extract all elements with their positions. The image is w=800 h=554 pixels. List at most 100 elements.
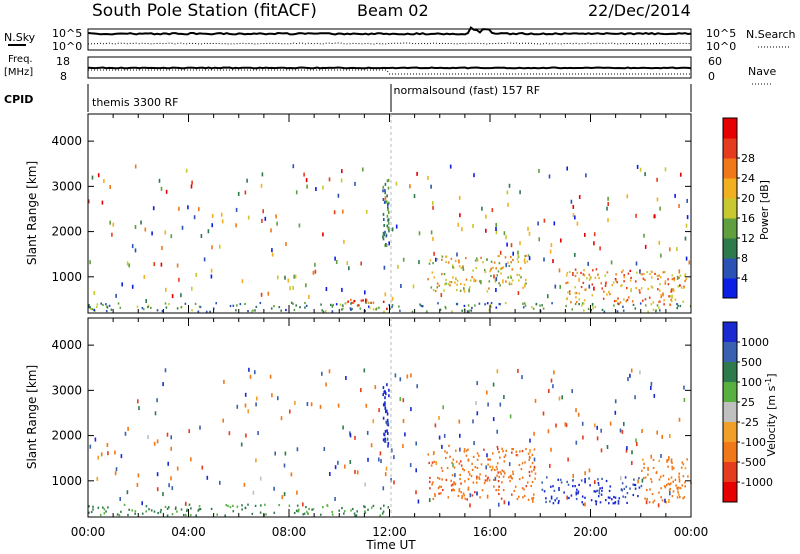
range-gate-mark — [552, 259, 554, 264]
colorbar-tick-label: -500 — [741, 456, 766, 469]
range-gate-mark — [651, 276, 653, 279]
range-gate-mark — [525, 254, 527, 257]
range-gate-mark — [306, 184, 308, 189]
range-gate-mark — [633, 483, 636, 486]
range-gate-mark — [188, 503, 191, 506]
range-gate-mark — [470, 309, 473, 312]
range-gate-mark — [673, 289, 675, 292]
range-gate-mark — [556, 497, 558, 500]
range-gate-mark — [176, 263, 179, 268]
range-gate-mark — [382, 486, 385, 491]
range-gate-mark — [254, 504, 257, 507]
range-gate-mark — [229, 506, 232, 509]
range-gate-mark — [97, 173, 100, 178]
range-gate-mark — [569, 292, 571, 296]
range-gate-mark — [659, 475, 662, 478]
range-gate-mark — [596, 436, 599, 441]
range-gate-mark — [171, 486, 174, 491]
range-gate-mark — [360, 261, 362, 266]
range-gate-mark — [143, 275, 146, 279]
range-gate-mark — [372, 419, 375, 424]
range-gate-mark — [456, 279, 459, 282]
range-gate-mark — [93, 308, 95, 311]
range-gate-mark — [662, 474, 665, 477]
range-gate-mark — [574, 252, 576, 257]
range-gate-mark — [295, 509, 298, 512]
range-gate-mark — [386, 307, 388, 310]
range-gate-mark — [601, 489, 603, 492]
range-gate-mark — [553, 370, 555, 375]
range-gate-mark — [188, 429, 190, 434]
range-gate-mark — [162, 382, 164, 387]
range-gate-mark — [103, 179, 105, 184]
range-gate-mark — [639, 370, 641, 375]
range-gate-mark — [495, 288, 497, 292]
range-gate-mark — [114, 471, 117, 476]
range-gate-mark — [441, 469, 444, 472]
range-gate-mark — [659, 283, 661, 286]
range-gate-mark — [228, 431, 231, 436]
range-gate-mark — [541, 488, 544, 491]
range-gate-mark — [584, 471, 586, 476]
y-tick-label: 1000 — [51, 474, 82, 488]
range-gate-mark — [660, 276, 662, 279]
range-gate-mark — [599, 246, 601, 251]
range-gate-mark — [559, 478, 562, 481]
range-gate-mark — [337, 460, 339, 465]
range-gate-mark — [643, 233, 645, 238]
time-axis-labels: 00:00 04:00 08:00 12:00 16:00 20:00 00:00 — [71, 525, 709, 539]
range-gate-mark — [502, 450, 504, 453]
range-gate-mark — [474, 466, 477, 469]
range-gate-mark — [662, 271, 665, 274]
range-gate-mark — [669, 434, 671, 438]
range-gate-mark — [438, 284, 441, 287]
range-gate-mark — [464, 497, 467, 500]
range-gate-mark — [450, 257, 453, 260]
range-gate-mark — [629, 487, 631, 490]
range-gate-mark — [109, 185, 111, 189]
range-gate-mark — [534, 472, 537, 475]
range-gate-mark — [631, 461, 633, 465]
range-gate-mark — [303, 512, 306, 515]
range-gate-mark — [606, 206, 608, 211]
range-gate-mark — [261, 218, 263, 223]
range-gate-mark — [502, 266, 505, 269]
range-gate-mark — [456, 283, 458, 286]
range-gate-mark — [549, 249, 552, 254]
range-gate-mark — [156, 439, 159, 444]
range-gate-mark — [671, 274, 674, 277]
range-gate-mark — [416, 171, 418, 176]
range-gate-mark — [236, 304, 238, 307]
range-gate-mark — [657, 277, 659, 281]
range-gate-mark — [182, 513, 185, 517]
range-gate-mark — [671, 495, 674, 498]
range-gate-mark — [451, 489, 453, 492]
range-gate-mark — [583, 269, 585, 272]
range-gate-mark — [554, 499, 556, 502]
range-gate-mark — [366, 299, 368, 302]
range-gate-mark — [164, 368, 167, 373]
range-gate-mark — [105, 303, 107, 306]
range-gate-mark — [270, 307, 273, 310]
range-gate-mark — [684, 273, 687, 276]
range-gate-mark — [594, 305, 597, 308]
range-gate-mark — [683, 385, 685, 390]
range-gate-mark — [565, 282, 567, 285]
range-gate-mark — [463, 287, 465, 290]
range-gate-mark — [678, 269, 681, 274]
range-gate-mark — [105, 510, 107, 513]
range-gate-mark — [685, 278, 687, 281]
range-gate-mark — [453, 481, 455, 484]
range-gate-mark — [190, 184, 193, 189]
range-gate-mark — [503, 395, 505, 399]
range-gate-mark — [622, 269, 624, 272]
range-gate-mark — [384, 292, 387, 297]
range-gate-mark — [498, 492, 500, 496]
range-gate-mark — [658, 240, 661, 245]
range-gate-mark — [199, 305, 202, 309]
range-gate-mark — [322, 232, 324, 237]
range-gate-mark — [260, 183, 263, 188]
range-gate-mark — [669, 247, 671, 252]
range-gate-mark — [445, 282, 447, 285]
range-gate-mark — [469, 493, 472, 498]
